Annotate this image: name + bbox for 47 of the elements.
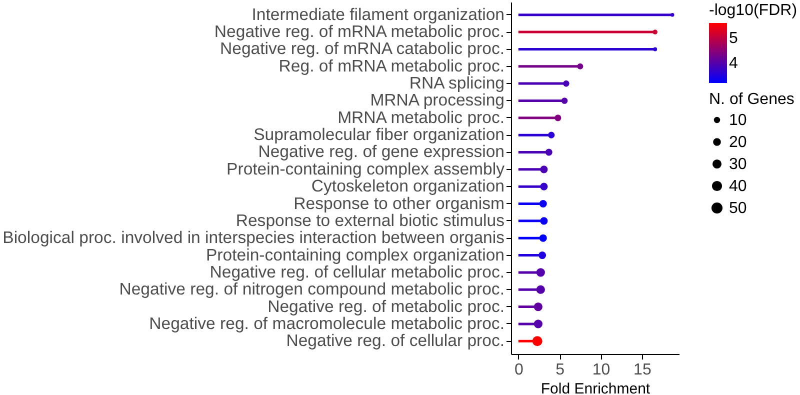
y-tick-label: Negative reg. of cellular proc. [286,331,504,350]
legend-label: 50 [729,200,747,217]
legend-label: 30 [729,156,747,173]
y-tick-label: Intermediate filament organization [252,4,504,24]
legend-label: 10 [729,112,747,129]
point [554,114,562,122]
y-tick-label: MRNA metabolic proc. [338,108,504,127]
y-tick-label: Supramolecular fiber organization [254,125,504,144]
y-tick-label: Negative reg. of gene expression [258,142,504,162]
color-bar-title: -log10(FDR) [709,2,798,19]
y-tick-label: Protein-containing complex organization [206,245,504,264]
y-tick-label: RNA splicing [409,74,504,93]
y-tick-label: Response to other organism [294,194,504,213]
y-tick-label: Negative reg. of mRNA metabolic proc. [214,22,504,42]
y-tick-label: Protein-containing complex assembly [226,159,506,178]
point [539,234,547,242]
y-tick-label: MRNA processing [370,90,504,110]
point [538,252,546,260]
point [534,302,542,312]
x-tick-label: 0 [514,362,524,378]
point [534,320,542,328]
point [536,268,545,277]
point [540,182,548,190]
point [540,166,548,174]
x-tick-label: 10 [592,362,610,378]
x-tick-label: 15 [634,362,652,378]
point [563,80,570,87]
x-tick-label: 5 [556,362,565,378]
point [548,132,555,138]
point [561,98,568,104]
color-bar-label: 4 [729,55,738,72]
point [539,200,547,208]
legend-label: 40 [729,178,747,195]
point [540,217,548,225]
point [545,148,552,156]
y-tick-label: Biological proc. involved in interspecies interaction between organis [2,228,504,248]
point [536,285,545,294]
y-tick-label: Negative reg. of mRNA catabolic proc. [220,39,504,58]
color-bar-label: 5 [729,30,738,47]
x-axis-title: Fold Enrichment [540,380,651,395]
point [577,63,584,70]
y-tick-label: Negative reg. of metabolic proc. [268,296,504,316]
legend-title: N. of Genes [709,91,794,108]
y-tick-label: Reg. of mRNA metabolic proc. [278,56,504,76]
y-tick-label: Negative reg. of nitrogen compound metabolic proc. [119,280,504,299]
legend-label: 20 [729,134,747,151]
y-tick-label: Cytoskeleton organization [311,176,504,196]
